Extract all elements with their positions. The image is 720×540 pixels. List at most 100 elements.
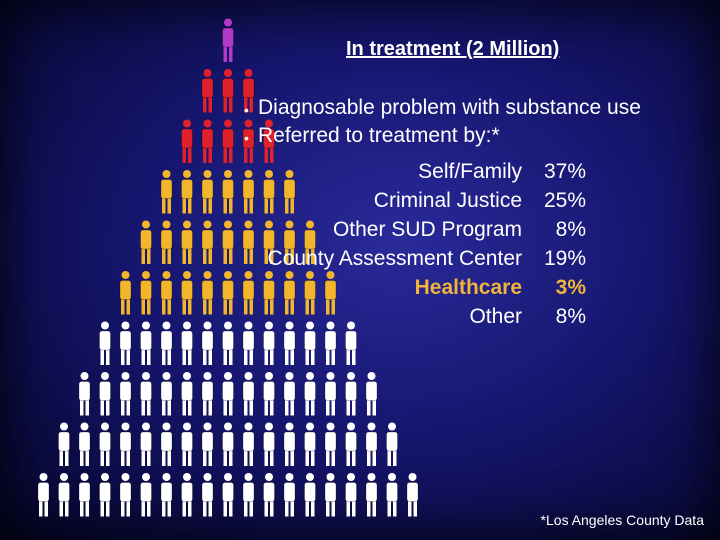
referral-percent: 3% bbox=[555, 276, 586, 299]
person-icon bbox=[242, 170, 255, 214]
person-icon bbox=[242, 321, 255, 365]
person-icon bbox=[181, 422, 193, 466]
person-icon bbox=[160, 473, 173, 517]
person-icon bbox=[304, 422, 316, 466]
person-icon bbox=[181, 119, 193, 163]
person-icon bbox=[181, 271, 193, 315]
person-icon bbox=[345, 422, 357, 466]
person-icon bbox=[283, 422, 296, 466]
person-icon bbox=[242, 473, 255, 517]
person-icon bbox=[283, 473, 296, 517]
person-icon bbox=[119, 271, 132, 315]
person-icon bbox=[119, 372, 132, 416]
person-icon bbox=[263, 372, 275, 416]
person-icon bbox=[222, 170, 234, 214]
person-icon bbox=[119, 473, 132, 517]
person-icon bbox=[160, 422, 173, 466]
person-icon bbox=[386, 422, 398, 466]
bullet-item: • Referred to treatment by:* bbox=[244, 124, 641, 152]
person-icon bbox=[160, 321, 173, 365]
person-icon bbox=[201, 271, 214, 315]
person-icon bbox=[99, 422, 111, 466]
person-icon bbox=[222, 321, 234, 365]
referral-label: Criminal Justice bbox=[373, 189, 522, 212]
person-icon bbox=[345, 321, 357, 365]
person-icon bbox=[181, 170, 193, 214]
person-icon bbox=[345, 372, 357, 416]
bullet-list: • Diagnosable problem with substance use… bbox=[244, 96, 641, 152]
person-icon bbox=[365, 422, 378, 466]
person-icon bbox=[263, 321, 275, 365]
person-icon bbox=[283, 372, 296, 416]
referral-label: Healthcare bbox=[414, 276, 522, 299]
person-icon bbox=[386, 473, 398, 517]
person-icon bbox=[160, 372, 173, 416]
person-icon bbox=[140, 321, 152, 365]
person-icon bbox=[201, 473, 214, 517]
bullet-icon: • bbox=[244, 102, 249, 118]
referral-label: Other bbox=[469, 305, 522, 328]
referral-percent: 19% bbox=[543, 247, 586, 270]
person-icon bbox=[58, 473, 70, 517]
bullet-icon: • bbox=[244, 130, 249, 146]
person-icon bbox=[201, 422, 214, 466]
person-icon bbox=[78, 473, 91, 517]
person-icon bbox=[140, 220, 152, 264]
person-icon bbox=[242, 372, 255, 416]
person-icon bbox=[222, 422, 234, 466]
person-icon bbox=[99, 321, 111, 365]
person-icon bbox=[304, 473, 316, 517]
person-icon bbox=[222, 473, 234, 517]
referral-percent: 37% bbox=[543, 160, 586, 183]
person-icon bbox=[324, 473, 337, 517]
person-icon bbox=[222, 220, 234, 264]
person-icon bbox=[324, 372, 337, 416]
person-icon bbox=[324, 422, 337, 466]
person-icon bbox=[242, 422, 255, 466]
person-icon bbox=[181, 473, 193, 517]
bullet-text: Diagnosable problem with substance use bbox=[258, 96, 641, 119]
bullet-item: • Diagnosable problem with substance use bbox=[244, 96, 641, 124]
person-icon bbox=[263, 422, 275, 466]
person-icon bbox=[242, 220, 255, 264]
person-icon bbox=[242, 119, 255, 163]
person-icon bbox=[324, 271, 337, 315]
referral-percent: 25% bbox=[543, 189, 586, 212]
person-icon bbox=[263, 220, 275, 264]
person-icon bbox=[263, 271, 275, 315]
person-icon bbox=[201, 119, 214, 163]
person-icon bbox=[201, 69, 214, 113]
referral-label: County Assessment Center bbox=[267, 247, 522, 270]
person-icon bbox=[160, 170, 173, 214]
person-icon bbox=[201, 170, 214, 214]
person-icon bbox=[263, 473, 275, 517]
person-icon bbox=[78, 372, 91, 416]
person-icon bbox=[406, 473, 419, 517]
referral-percent: 8% bbox=[555, 218, 586, 241]
person-icon bbox=[99, 372, 111, 416]
person-icon bbox=[201, 220, 214, 264]
person-icon bbox=[37, 473, 50, 517]
bullet-text: Referred to treatment by:* bbox=[258, 124, 500, 147]
person-icon bbox=[119, 422, 132, 466]
person-icon bbox=[304, 220, 316, 264]
person-icon bbox=[222, 18, 234, 62]
person-icon bbox=[324, 321, 337, 365]
person-icon bbox=[222, 69, 234, 113]
person-icon bbox=[304, 271, 316, 315]
person-icon bbox=[181, 372, 193, 416]
person-icon bbox=[283, 170, 296, 214]
person-icon bbox=[283, 321, 296, 365]
person-icon bbox=[304, 321, 316, 365]
person-icon bbox=[365, 473, 378, 517]
person-icon bbox=[160, 271, 173, 315]
referral-label: Other SUD Program bbox=[332, 218, 522, 241]
person-icon bbox=[99, 473, 111, 517]
person-icon bbox=[365, 372, 378, 416]
person-icon bbox=[140, 271, 152, 315]
person-icon bbox=[119, 321, 132, 365]
person-icon bbox=[181, 321, 193, 365]
person-icon bbox=[263, 170, 275, 214]
person-icon bbox=[160, 220, 173, 264]
